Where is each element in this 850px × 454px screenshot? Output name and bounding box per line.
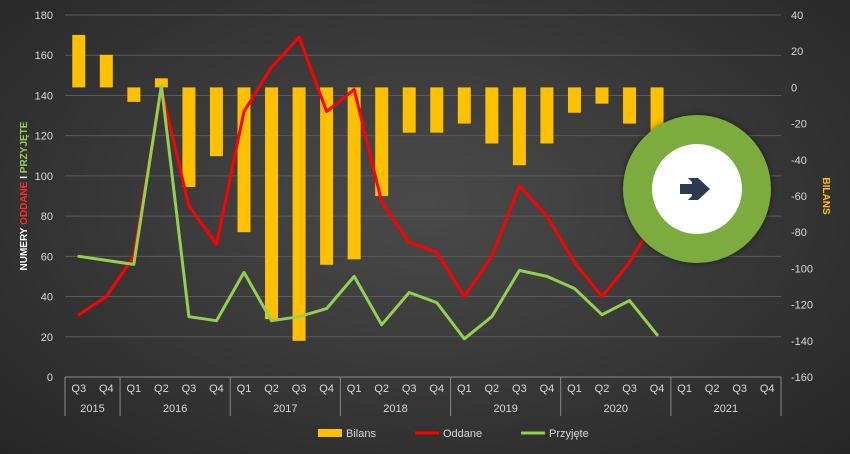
- left-tick-label: 160: [35, 50, 53, 62]
- year-label: 2021: [714, 403, 738, 415]
- arrow-right-icon: [680, 178, 710, 200]
- bar: [595, 87, 609, 104]
- right-tick-label: 0: [791, 82, 797, 94]
- bar: [182, 87, 196, 187]
- quarter-label: Q1: [237, 383, 252, 395]
- quarter-label: Q1: [457, 383, 472, 395]
- left-axis-ticks: 0 20 40 60 80 100 120 140 160 180: [35, 10, 53, 384]
- bilans-bars: [72, 34, 664, 341]
- bar: [430, 87, 444, 133]
- year-label: 2015: [80, 403, 104, 415]
- bar: [485, 87, 499, 144]
- legend: Bilans Oddane Przyjęte: [318, 428, 589, 440]
- quarter-label: Q4: [99, 383, 114, 395]
- line-series: [77, 35, 659, 341]
- left-axis-title-part: ODDANE: [19, 181, 30, 225]
- quarter-label: Q2: [264, 383, 279, 395]
- bar: [567, 87, 581, 113]
- right-tick-label: -140: [791, 336, 813, 348]
- quarter-label: Q1: [347, 383, 362, 395]
- quarter-label: Q3: [71, 383, 86, 395]
- right-tick-label: -100: [791, 263, 813, 275]
- legend-label: Oddane: [443, 428, 482, 440]
- right-tick-label: 20: [791, 46, 803, 58]
- left-tick-label: 60: [41, 251, 53, 263]
- quarter-label: Q4: [760, 383, 775, 395]
- year-label: 2017: [273, 403, 297, 415]
- left-tick-label: 120: [35, 131, 53, 143]
- quarter-label: Q2: [595, 383, 610, 395]
- bar: [512, 87, 526, 166]
- legend-swatch: [318, 429, 342, 437]
- right-tick-label: -80: [791, 227, 807, 239]
- bar: [623, 87, 637, 124]
- right-axis-title: BILANS: [820, 177, 831, 215]
- right-axis-ticks: -160 -140 -120 -100 -80 -60 -40 -20 0 20 40: [791, 10, 813, 384]
- left-tick-label: 40: [41, 292, 53, 304]
- left-tick-label: 180: [35, 10, 53, 22]
- quarter-label: Q3: [732, 383, 747, 395]
- year-label: 2019: [493, 403, 517, 415]
- bar: [99, 54, 113, 88]
- bar: [209, 87, 223, 157]
- quarter-label: Q3: [622, 383, 637, 395]
- legend-label: Bilans: [346, 428, 376, 440]
- left-axis-title-part: PRZYJĘTE: [19, 121, 30, 173]
- year-label: 2018: [383, 403, 407, 415]
- bar: [457, 87, 471, 124]
- bar: [127, 87, 141, 102]
- quarter-label: Q1: [567, 383, 582, 395]
- quarter-label: Q2: [374, 383, 389, 395]
- quarter-label: Q3: [292, 383, 307, 395]
- left-tick-label: 0: [47, 372, 53, 384]
- legend-label: Przyjęte: [549, 428, 589, 440]
- quarter-label: Q4: [319, 383, 334, 395]
- series-line-przyjęte: [77, 83, 659, 341]
- bar: [265, 87, 279, 320]
- bar: [347, 87, 361, 260]
- quarter-label: Q2: [485, 383, 500, 395]
- left-axis-title-part: NUMERY: [19, 225, 30, 271]
- left-tick-label: 80: [41, 211, 53, 223]
- right-tick-label: -160: [791, 372, 813, 384]
- year-label: 2020: [604, 403, 628, 415]
- quarter-label: Q3: [402, 383, 417, 395]
- quarter-label: Q1: [127, 383, 142, 395]
- bar: [375, 87, 389, 196]
- bar: [292, 87, 306, 341]
- quarter-label: Q2: [154, 383, 169, 395]
- left-tick-label: 140: [35, 90, 53, 102]
- right-tick-label: 40: [791, 10, 803, 22]
- quarter-label: Q3: [512, 383, 527, 395]
- quarter-label: Q4: [650, 383, 665, 395]
- bar: [402, 87, 416, 133]
- quarter-label: Q4: [540, 383, 555, 395]
- quarter-label: Q2: [705, 383, 720, 395]
- left-axis-title-part: I: [19, 173, 30, 181]
- left-tick-label: 20: [41, 332, 53, 344]
- bar: [320, 87, 334, 265]
- series-line-oddane: [77, 35, 659, 317]
- year-label: 2016: [163, 403, 187, 415]
- bar: [154, 78, 168, 88]
- bar: [540, 87, 554, 144]
- quarter-label: Q4: [429, 383, 444, 395]
- quarter-label: Q4: [209, 383, 224, 395]
- x-axis: Q3 Q4 Q1 Q2 Q3 Q4 Q1 Q2 Q3 Q4 Q1 Q2 Q3 Q4 Q1 Q2 Q3 Q4 Q1 Q2…: [64, 376, 782, 416]
- left-axis-title: NUMERY ODDANE I PRZYJĘTE: [19, 121, 30, 270]
- right-tick-label: -40: [791, 155, 807, 167]
- right-tick-label: -60: [791, 191, 807, 203]
- bar: [72, 34, 86, 88]
- quarter-label: Q3: [182, 383, 197, 395]
- right-tick-label: -20: [791, 119, 807, 131]
- left-tick-label: 100: [35, 171, 53, 183]
- right-tick-label: -120: [791, 300, 813, 312]
- quarter-label: Q1: [677, 383, 692, 395]
- next-arrow-button[interactable]: [623, 115, 771, 263]
